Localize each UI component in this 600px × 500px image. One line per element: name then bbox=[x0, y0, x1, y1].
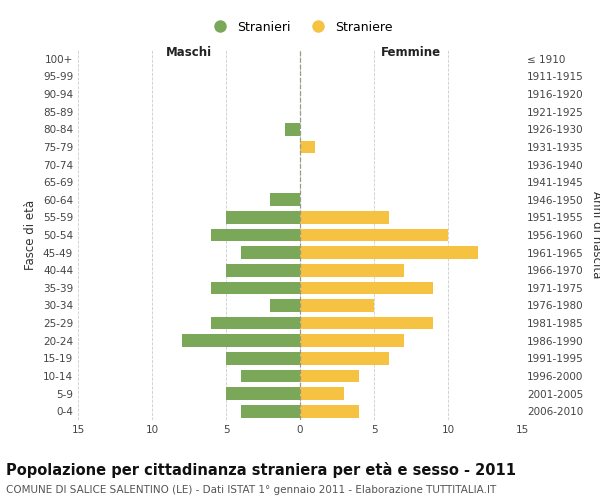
Bar bbox=[211, 317, 300, 330]
Bar bbox=[300, 370, 359, 382]
Bar bbox=[285, 123, 300, 136]
Bar bbox=[226, 387, 300, 400]
Bar bbox=[271, 194, 300, 206]
Bar bbox=[300, 246, 478, 259]
Bar bbox=[241, 370, 300, 382]
Y-axis label: Anni di nascita: Anni di nascita bbox=[590, 192, 600, 278]
Bar bbox=[300, 282, 433, 294]
Bar bbox=[241, 246, 300, 259]
Bar bbox=[300, 405, 359, 417]
Bar bbox=[300, 317, 433, 330]
Text: Popolazione per cittadinanza straniera per età e sesso - 2011: Popolazione per cittadinanza straniera p… bbox=[6, 462, 516, 478]
Legend: Stranieri, Straniere: Stranieri, Straniere bbox=[202, 16, 398, 38]
Bar bbox=[226, 264, 300, 276]
Bar bbox=[241, 405, 300, 417]
Bar bbox=[300, 299, 374, 312]
Bar bbox=[300, 387, 344, 400]
Text: COMUNE DI SALICE SALENTINO (LE) - Dati ISTAT 1° gennaio 2011 - Elaborazione TUTT: COMUNE DI SALICE SALENTINO (LE) - Dati I… bbox=[6, 485, 496, 495]
Bar bbox=[211, 282, 300, 294]
Bar bbox=[226, 211, 300, 224]
Bar bbox=[226, 352, 300, 364]
Y-axis label: Fasce di età: Fasce di età bbox=[25, 200, 37, 270]
Text: Maschi: Maschi bbox=[166, 46, 212, 60]
Bar bbox=[300, 211, 389, 224]
Bar bbox=[300, 264, 404, 276]
Bar bbox=[271, 299, 300, 312]
Bar bbox=[211, 228, 300, 241]
Text: Femmine: Femmine bbox=[381, 46, 441, 60]
Bar bbox=[300, 352, 389, 364]
Bar bbox=[300, 334, 404, 347]
Bar bbox=[182, 334, 300, 347]
Bar bbox=[300, 228, 448, 241]
Bar bbox=[300, 140, 315, 153]
